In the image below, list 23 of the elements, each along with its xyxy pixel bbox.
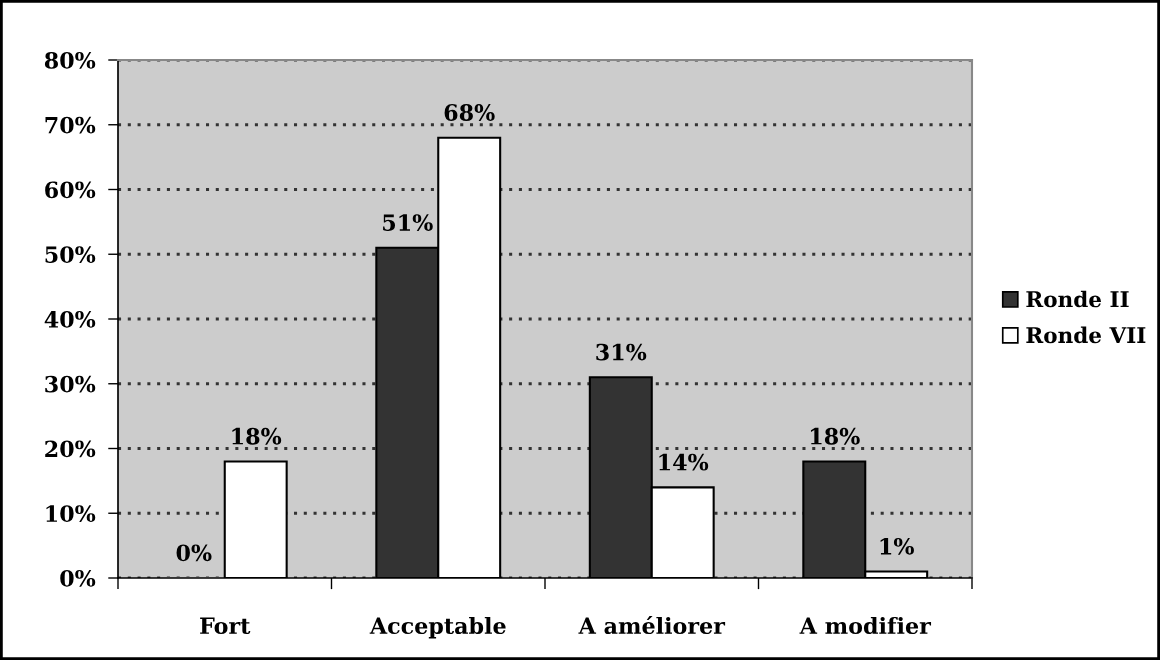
data-label: 68% bbox=[444, 104, 495, 121]
y-tick-label: 0% bbox=[60, 569, 96, 587]
legend-label: Ronde VII bbox=[1026, 326, 1146, 344]
legend-label: Ronde II bbox=[1026, 290, 1129, 308]
x-tick-label: Fort bbox=[200, 617, 251, 635]
y-tick-label: 80% bbox=[44, 51, 96, 69]
data-label: 1% bbox=[880, 537, 914, 555]
y-tick-label: 50% bbox=[45, 246, 96, 264]
data-label: 0% bbox=[176, 544, 212, 562]
x-tick-label: A modifier bbox=[799, 616, 932, 635]
data-label: 18% bbox=[232, 427, 282, 445]
y-tick-label: 60% bbox=[45, 181, 96, 199]
x-tick-label: Acceptable bbox=[369, 616, 506, 639]
y-tick-label: 70% bbox=[45, 116, 96, 134]
data-label: 31% bbox=[596, 343, 647, 361]
y-tick-label: 30% bbox=[45, 375, 96, 393]
data-label: 51% bbox=[383, 214, 433, 231]
y-tick-label: 10% bbox=[46, 505, 96, 523]
y-tick-label: 20% bbox=[45, 440, 96, 458]
data-label: 18% bbox=[810, 427, 860, 445]
x-tick-label: A améliorer bbox=[578, 616, 726, 635]
y-tick-label: 40% bbox=[44, 310, 96, 328]
data-label: 14% bbox=[659, 453, 709, 471]
